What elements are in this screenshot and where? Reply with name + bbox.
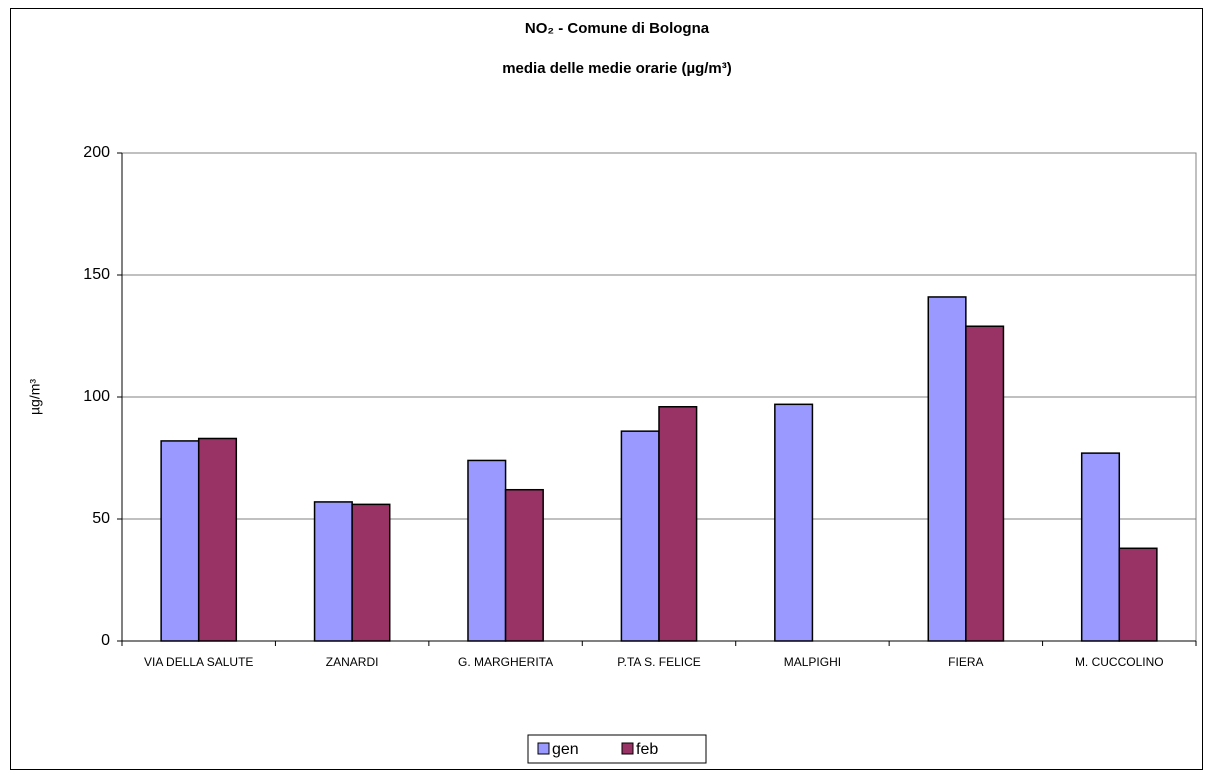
legend-box — [527, 734, 707, 764]
x-tick-label: VIA DELLA SALUTE — [144, 655, 253, 669]
bar — [1118, 547, 1158, 642]
bar — [658, 406, 698, 642]
bar — [774, 403, 814, 642]
y-tick-label: 200 — [83, 144, 110, 161]
legend-label: feb — [636, 741, 658, 758]
x-tick-label: ZANARDI — [326, 655, 379, 669]
bar — [160, 440, 200, 642]
x-tick-label: G. MARGHERITA — [458, 655, 553, 669]
x-tick-label: M. CUCCOLINO — [1075, 655, 1164, 669]
bar — [313, 501, 353, 642]
x-tick-label: FIERA — [948, 655, 983, 669]
legend-label: gen — [552, 741, 579, 758]
chart-title: NO₂ - Comune di Bologna — [525, 20, 710, 37]
x-tick-label: MALPIGHI — [784, 655, 841, 669]
legend-swatch — [537, 742, 550, 755]
bar — [467, 459, 507, 642]
bar — [504, 488, 544, 642]
bar — [351, 503, 391, 642]
bar — [197, 437, 238, 642]
legend-swatch — [621, 742, 634, 755]
y-tick-label: 0 — [101, 632, 110, 649]
x-tick-label: P.TA S. FELICE — [617, 655, 701, 669]
chart-subtitle: media delle medie orarie (µg/m³) — [502, 60, 732, 77]
y-tick-label: 150 — [83, 266, 110, 283]
bar — [927, 296, 967, 642]
y-axis-label: µg/m³ — [27, 379, 43, 415]
bar — [620, 430, 660, 642]
bar — [1080, 452, 1121, 642]
y-tick-label: 100 — [83, 388, 110, 405]
bar — [965, 325, 1005, 642]
y-tick-label: 50 — [92, 510, 110, 527]
